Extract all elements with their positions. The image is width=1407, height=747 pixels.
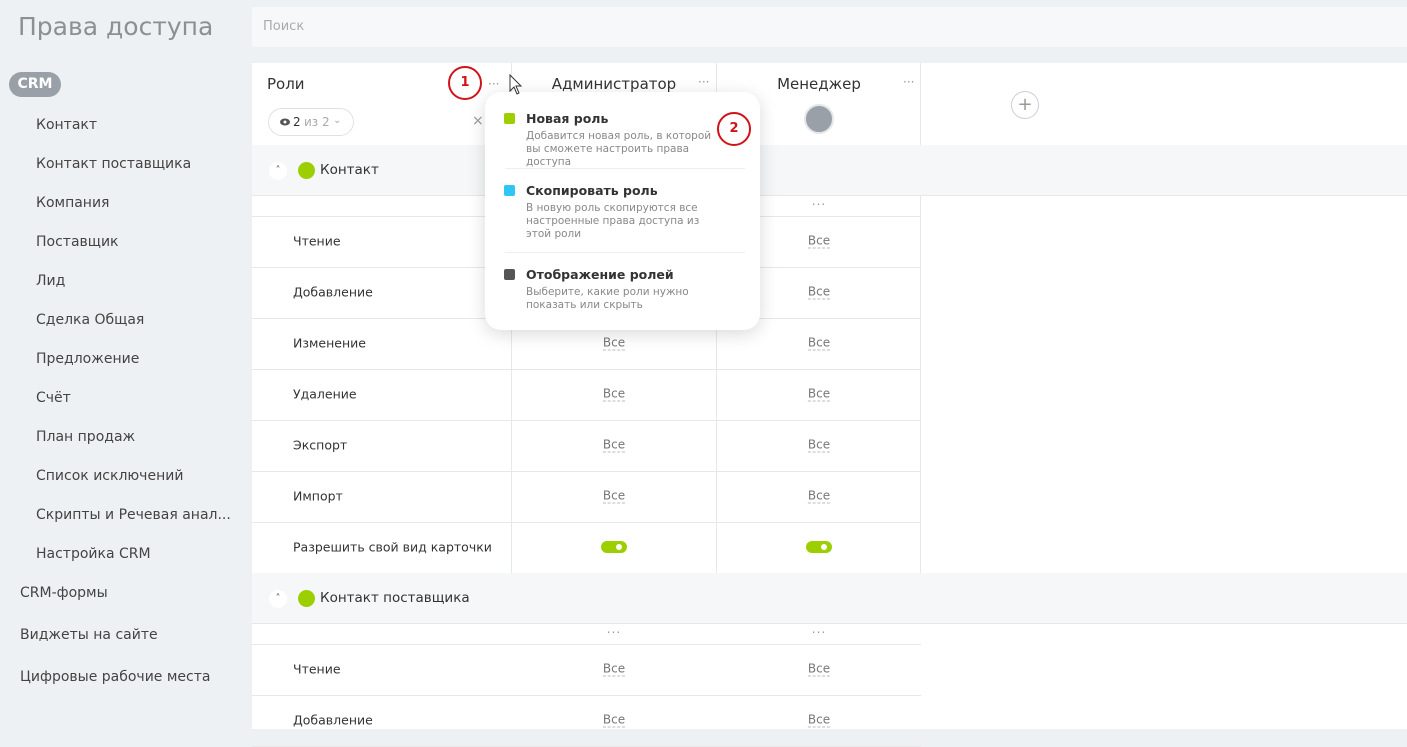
menu-item[interactable]: Отображение ролей Выберите, какие роли ну… — [526, 267, 721, 312]
annotation-badge: 1 — [448, 66, 482, 100]
permission-value[interactable]: Все — [602, 386, 626, 402]
search-box[interactable]: Поиск — [252, 7, 1407, 47]
sidebar-item[interactable]: Поставщик — [36, 234, 119, 250]
role-more[interactable]: ··· — [698, 75, 710, 89]
permission-value[interactable]: Все — [602, 437, 626, 453]
permission-label: Экспорт — [293, 437, 348, 453]
permission-value[interactable]: Все — [807, 233, 831, 249]
sidebar-item[interactable]: Контакт — [36, 117, 98, 133]
toggle[interactable] — [806, 541, 832, 553]
menu-item[interactable]: Скопировать роль В новую роль скопируются… — [526, 183, 721, 241]
menu-icon — [504, 269, 515, 280]
sidebar-item[interactable]: План продаж — [36, 429, 136, 445]
sidebar-item[interactable]: Сделка Общая — [36, 312, 145, 328]
permission-value[interactable]: Все — [602, 335, 626, 351]
section-title: Контакт — [320, 162, 379, 178]
toggle-knob — [616, 544, 622, 550]
roles-more[interactable]: ··· — [488, 77, 500, 91]
app: Права доступа CRM Поиск Роли ··· 2 из 2 … — [9, 7, 1407, 747]
chevron: ⌄ — [333, 115, 342, 126]
annotation-badge: 2 — [717, 112, 751, 146]
permission-value[interactable]: Все — [807, 386, 831, 402]
permission-value[interactable]: Все — [807, 488, 831, 504]
column-more[interactable]: ··· — [606, 625, 622, 640]
menu-separator — [505, 252, 745, 253]
search-placeholder: Поиск — [263, 19, 305, 34]
permission-value[interactable]: Все — [602, 661, 626, 677]
permission-label: Чтение — [293, 233, 341, 249]
permission-label: Разрешить свой вид карточки — [293, 539, 492, 555]
context-menu: Новая роль Добавится новая роль, в которо… — [485, 92, 760, 330]
row-line — [252, 522, 921, 523]
section-row — [252, 145, 1407, 196]
row-line — [252, 471, 921, 472]
collapse-button[interactable]: ˄ — [269, 162, 287, 180]
sidebar-item[interactable]: Контакт поставщика — [36, 156, 192, 172]
role-name: Менеджер — [777, 75, 861, 93]
sidebar-item[interactable]: Список исключений — [36, 468, 184, 484]
column-more[interactable]: ··· — [811, 197, 827, 212]
toggle-knob — [821, 544, 827, 550]
permission-value[interactable]: Все — [807, 335, 831, 351]
collapse-button[interactable]: ˄ — [269, 590, 287, 608]
sidebar-item[interactable]: Предложение — [36, 351, 140, 367]
sidebar-item[interactable]: Компания — [36, 195, 110, 211]
menu-icon — [504, 113, 515, 124]
permission-label: Удаление — [293, 386, 357, 402]
permission-value[interactable]: Все — [602, 712, 626, 728]
toggle[interactable] — [601, 541, 627, 553]
permission-label: Добавление — [293, 284, 373, 300]
role-avatar — [804, 104, 834, 134]
column-more[interactable]: ··· — [811, 625, 827, 640]
sidebar-link[interactable]: Виджеты на сайте — [20, 627, 158, 643]
row-line — [252, 369, 921, 370]
menu-item-title: Скопировать роль — [526, 183, 658, 198]
shown-count: 2 — [293, 115, 301, 129]
permission-value[interactable]: Все — [807, 661, 831, 677]
sidebar-link[interactable]: CRM-формы — [20, 585, 108, 601]
menu-item-title: Новая роль — [526, 111, 609, 126]
row-line — [252, 695, 921, 696]
section-icon — [298, 162, 315, 179]
sidebar-item[interactable]: Счёт — [36, 390, 71, 406]
menu-item-description: В новую роль скопируются все настроенные… — [526, 202, 700, 240]
menu-item-title: Отображение ролей — [526, 267, 674, 282]
sidebar-item[interactable]: Лид — [36, 273, 66, 289]
permission-value[interactable]: Все — [602, 488, 626, 504]
page: Права доступа CRM Поиск Роли ··· 2 из 2 … — [9, 7, 1407, 747]
permission-label: Чтение — [293, 661, 341, 677]
section-icon — [298, 590, 315, 607]
page-title: Права доступа — [18, 12, 214, 41]
section-row — [252, 573, 1407, 624]
permission-value[interactable]: Все — [807, 437, 831, 453]
sidebar-item[interactable]: Настройка CRM — [36, 546, 151, 562]
menu-item[interactable]: Новая роль Добавится новая роль, в которо… — [526, 111, 721, 169]
eye-icon — [280, 118, 290, 126]
menu-item-description: Добавится новая роль, в которой вы сможе… — [526, 130, 712, 168]
roles-table: Роли ··· 2 из 2 ⌄ × + Администратор ··· Ме… — [252, 63, 1407, 747]
roles-header: Роли — [267, 75, 305, 93]
row-line — [252, 644, 921, 645]
menu-item-description: Выберите, какие роли нужно показать или … — [526, 286, 689, 311]
total-count: из 2 — [304, 115, 330, 129]
permission-value[interactable]: Все — [807, 712, 831, 728]
menu-icon — [504, 185, 515, 196]
permission-value[interactable]: Все — [807, 284, 831, 300]
row-line — [252, 420, 921, 421]
role-more[interactable]: ··· — [903, 75, 915, 89]
sidebar-link[interactable]: Цифровые рабочие места — [20, 669, 211, 685]
menu-separator — [505, 168, 745, 169]
sidebar-item[interactable]: Скрипты и Речевая анал... — [36, 507, 231, 523]
add-role[interactable]: + — [1011, 91, 1039, 119]
section-title: Контакт поставщика — [320, 590, 470, 606]
permission-label: Добавление — [293, 712, 373, 728]
roles-filter[interactable]: 2 из 2 ⌄ — [268, 108, 354, 136]
permission-label: Изменение — [293, 335, 366, 351]
cursor — [509, 74, 523, 95]
clear-filter[interactable]: × — [472, 113, 484, 129]
permission-label: Импорт — [293, 488, 343, 504]
role-name: Администратор — [551, 75, 677, 93]
active-section[interactable]: CRM — [9, 72, 61, 97]
